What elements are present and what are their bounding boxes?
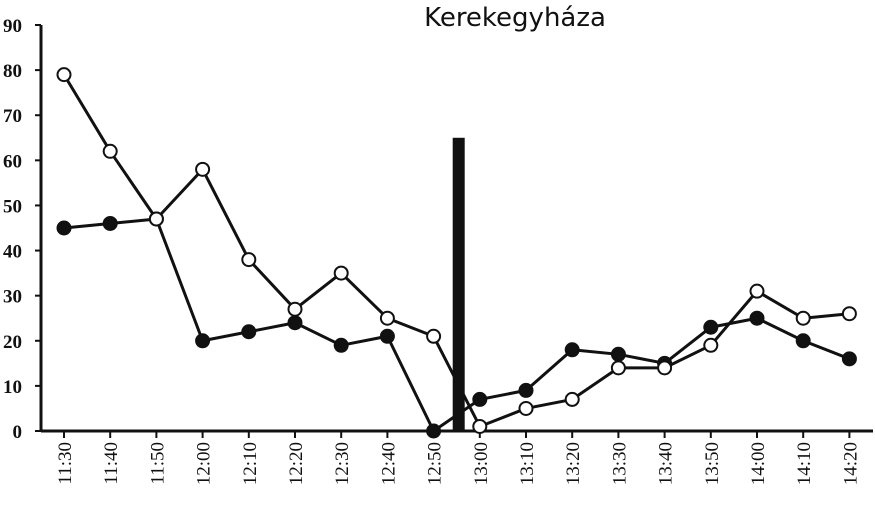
x-tick-label: 14:00	[748, 442, 769, 485]
x-tick-label: 14:10	[794, 442, 815, 485]
series-2-point	[795, 310, 811, 326]
series-1-point	[610, 346, 626, 362]
series-2-point	[333, 265, 349, 281]
series-2-point	[102, 143, 118, 159]
series-2-point	[610, 360, 626, 376]
y-tick-label: 20	[3, 332, 22, 353]
y-ticks: 0 10 20 30 40 50 60 70 80 90	[3, 16, 41, 443]
y-tick-label: 40	[3, 242, 22, 263]
x-tick-label: 14:20	[840, 442, 861, 485]
series-1-point	[749, 310, 765, 326]
x-tick-label: 13:50	[702, 442, 723, 485]
y-tick-label: 60	[3, 151, 22, 172]
series-2-point	[472, 418, 488, 434]
annotations	[452, 137, 465, 431]
series-2-point	[841, 306, 857, 322]
x-tick-label: 11:40	[101, 442, 122, 485]
x-tick-label: 12:00	[194, 442, 215, 485]
chart-title: Kerekegyháza	[424, 3, 606, 33]
x-tick-label: 13:30	[609, 442, 630, 485]
event-marker-bar	[452, 137, 465, 431]
x-tick-label: 13:40	[656, 442, 677, 485]
series-2-point	[195, 161, 211, 177]
x-tick-label: 13:10	[517, 442, 538, 485]
x-tick-label: 13:20	[563, 442, 584, 485]
series-1-point	[472, 391, 488, 407]
series-2-point	[703, 337, 719, 353]
y-tick-label: 50	[3, 196, 22, 217]
x-tick-label: 12:40	[378, 442, 399, 485]
series-2-point	[426, 328, 442, 344]
series-1-point	[703, 319, 719, 335]
series-2-point	[657, 360, 673, 376]
series-1-point	[102, 215, 118, 231]
series-1-point	[426, 423, 442, 439]
series-1-point	[56, 220, 72, 236]
series-1-point	[287, 315, 303, 331]
series-1-point	[333, 337, 349, 353]
series-2-point	[749, 283, 765, 299]
x-tick-label: 12:20	[286, 442, 307, 485]
x-tick-label: 11:30	[55, 442, 76, 485]
series-1-point	[518, 382, 534, 398]
series-1-point	[795, 333, 811, 349]
y-tick-label: 80	[3, 61, 22, 82]
series-1-point	[241, 324, 257, 340]
y-tick-label: 90	[3, 16, 22, 37]
series-1-point	[195, 333, 211, 349]
y-tick-label: 0	[13, 422, 23, 443]
x-tick-label: 11:50	[147, 442, 168, 485]
series-2-point	[287, 301, 303, 317]
x-ticks: 11:30 11:40 11:50 12:00 12:10 12:20 12:30 12:40…	[55, 431, 861, 485]
y-tick-label: 10	[3, 377, 22, 398]
series-2-line	[62, 73, 850, 428]
series-group	[56, 67, 857, 439]
series-2-point	[241, 252, 257, 268]
series-2-point	[56, 67, 72, 83]
x-tick-label: 12:10	[240, 442, 261, 485]
x-tick-label: 13:00	[471, 442, 492, 485]
series-1-point	[564, 342, 580, 358]
series-1-point	[841, 351, 857, 367]
x-tick-label: 12:30	[332, 442, 353, 485]
series-1-point	[379, 328, 395, 344]
series-2-point	[564, 391, 580, 407]
y-tick-label: 70	[3, 106, 22, 127]
series-1-line	[63, 217, 850, 433]
series-2-point	[148, 211, 164, 227]
series-2-point	[518, 400, 534, 416]
x-tick-label: 12:50	[425, 442, 446, 485]
y-tick-label: 30	[3, 287, 22, 308]
series-2-point	[379, 310, 395, 326]
